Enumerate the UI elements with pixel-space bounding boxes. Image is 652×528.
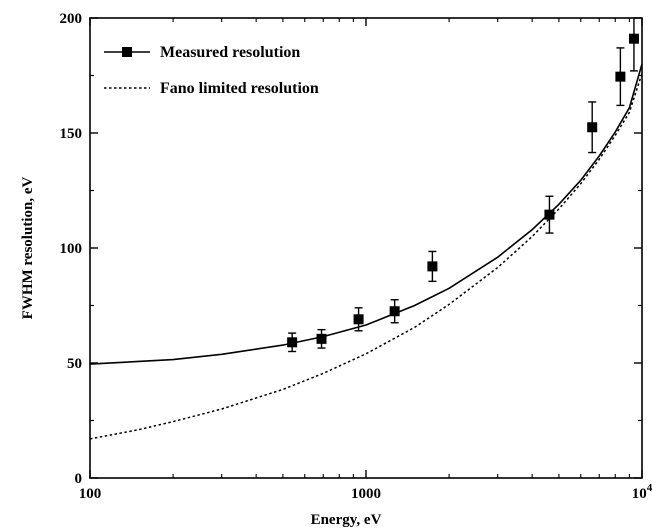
- square-marker: [427, 261, 438, 272]
- fano-limited-curve: [90, 72, 642, 440]
- y-tick-label: 100: [60, 241, 83, 257]
- x-axis-title: Energy, eV: [311, 512, 382, 528]
- legend-label-measured: Measured resolution: [160, 44, 300, 61]
- data-point: [587, 101, 598, 154]
- data-point: [628, 18, 639, 72]
- data-point: [427, 250, 438, 283]
- data-point: [353, 307, 364, 332]
- y-tick-label: 150: [60, 126, 83, 142]
- square-marker: [544, 209, 555, 220]
- data-point: [615, 47, 626, 107]
- square-marker: [389, 306, 400, 317]
- square-marker: [287, 337, 298, 348]
- y-tick-label: 0: [75, 471, 83, 487]
- x-tick-label: 104: [632, 482, 652, 502]
- legend: Measured resolution Fano limited resoluti…: [104, 44, 319, 97]
- square-marker: [628, 33, 639, 44]
- data-point: [544, 195, 555, 234]
- x-tick-label: 100: [79, 486, 102, 502]
- data-point: [316, 328, 327, 349]
- data-point: [287, 332, 298, 353]
- square-marker: [316, 333, 327, 344]
- legend-label-fano: Fano limited resolution: [160, 80, 319, 97]
- y-tick-label: 50: [67, 356, 82, 372]
- y-tick-label: 200: [60, 11, 83, 27]
- measured-fit-curve: [90, 63, 642, 365]
- y-axis-title: FWHM resolution, eV: [20, 177, 36, 320]
- plot-area: [90, 18, 642, 440]
- axes: 0 50 100 150 200 100 1000 104 Energy, eV FWHM res…: [20, 11, 652, 528]
- legend-marker-measured: [122, 47, 132, 57]
- square-marker: [615, 71, 626, 82]
- x-tick-label: 1000: [351, 486, 381, 502]
- data-point: [389, 299, 400, 324]
- square-marker: [587, 122, 598, 133]
- square-marker: [353, 314, 364, 325]
